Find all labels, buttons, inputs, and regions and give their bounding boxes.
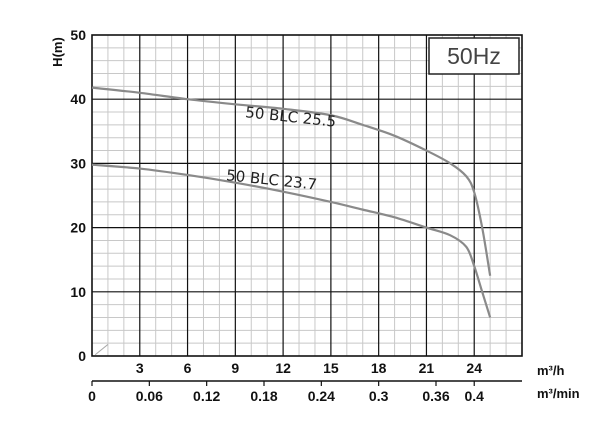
x-tick-label-secondary: 0.18 bbox=[250, 388, 277, 404]
x-tick-label-primary: 12 bbox=[275, 360, 291, 376]
series-group bbox=[91, 86, 492, 318]
series-line-1 bbox=[91, 86, 492, 276]
x-tick-label-primary: 18 bbox=[371, 360, 387, 376]
x-tick-label-secondary: 0.4 bbox=[464, 388, 484, 404]
y-tick-label: 10 bbox=[70, 284, 86, 300]
y-axis-label: H(m) bbox=[50, 37, 65, 67]
x-tick-label-secondary: 0.12 bbox=[193, 388, 220, 404]
y-tick-label: 50 bbox=[70, 27, 86, 43]
x-tick-label-primary: 24 bbox=[466, 360, 482, 376]
x-tick-label-secondary: 0.3 bbox=[369, 388, 389, 404]
plot-border bbox=[91, 34, 523, 357]
frequency-badge-text: 50Hz bbox=[447, 43, 501, 69]
x-tick-label-primary: 21 bbox=[419, 360, 435, 376]
y-tick-label: 0 bbox=[78, 348, 86, 364]
x-axis-label-primary: m³/h bbox=[537, 363, 565, 378]
frequency-badge-box bbox=[428, 37, 520, 75]
origin-tick-mark bbox=[94, 344, 109, 356]
y-tick-label: 30 bbox=[70, 155, 86, 171]
x-axis-label-secondary: m³/min bbox=[537, 386, 580, 401]
x-tick-label-secondary: 0 bbox=[88, 388, 96, 404]
x-tick-label-primary: 3 bbox=[136, 360, 144, 376]
x-tick-label-secondary: 0.06 bbox=[136, 388, 163, 404]
series-line-2 bbox=[91, 163, 492, 318]
x-tick-label-primary: 6 bbox=[184, 360, 192, 376]
plot-frame bbox=[91, 34, 523, 382]
x-tick-label-primary: 9 bbox=[231, 360, 239, 376]
x-tick-label-primary: 15 bbox=[323, 360, 339, 376]
x-tick-label-secondary: 0.36 bbox=[422, 388, 449, 404]
y-tick-label: 40 bbox=[70, 91, 86, 107]
x-tick-label-secondary: 0.24 bbox=[308, 388, 335, 404]
y-tick-label: 20 bbox=[70, 220, 86, 236]
frequency-badge: 50Hz bbox=[428, 37, 520, 75]
